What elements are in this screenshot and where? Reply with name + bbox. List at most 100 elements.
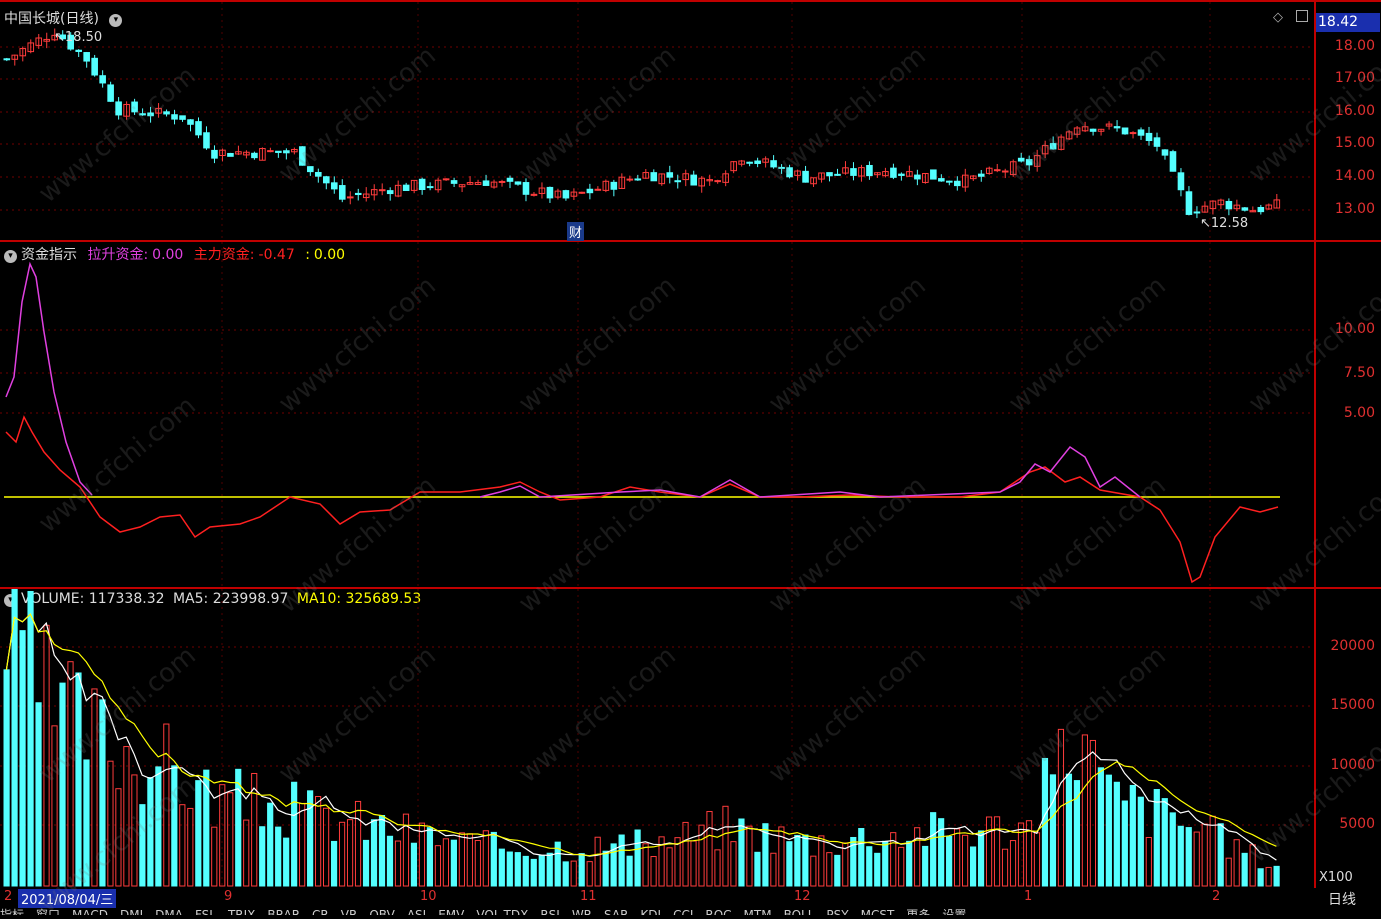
- candle-down: [67, 34, 74, 50]
- indicator-tab[interactable]: CCI: [673, 908, 694, 915]
- candle-down: [802, 170, 809, 183]
- volume-bar-down: [538, 854, 545, 887]
- fund-indicator-chart[interactable]: [0, 242, 1314, 587]
- volume-bar-up: [778, 826, 785, 887]
- candle-up: [410, 179, 418, 191]
- month-label: 10: [420, 889, 437, 904]
- candle-up: [1249, 210, 1257, 213]
- volume-chart[interactable]: [0, 589, 1314, 888]
- volume-bar-down: [195, 780, 202, 887]
- volume-unit: X100: [1319, 870, 1353, 885]
- diamond-icon[interactable]: ◇: [1273, 10, 1283, 25]
- candle-up: [1217, 199, 1225, 206]
- volume-bar-up: [1009, 840, 1017, 887]
- indicator-tab[interactable]: DMI: [120, 908, 144, 915]
- candle-up: [370, 189, 378, 196]
- finance-badge[interactable]: 财: [567, 222, 585, 241]
- volume-bar-down: [171, 765, 178, 887]
- volume-bar-up: [251, 772, 258, 887]
- volume-bar-down: [450, 839, 457, 887]
- volume-label[interactable]: VOLUME:: [21, 591, 85, 607]
- candle-down: [83, 52, 90, 62]
- month-label: 1: [1024, 889, 1033, 904]
- indicator-tab[interactable]: RSI: [540, 908, 560, 915]
- volume-bar-down: [362, 839, 370, 887]
- indicator-tab[interactable]: 更多: [906, 908, 931, 915]
- indicator-tab[interactable]: VOL-TDX: [476, 908, 529, 915]
- indicator-tab[interactable]: MTM: [743, 908, 772, 915]
- indicator-name[interactable]: 资金指示: [21, 247, 77, 263]
- time-label-first: 2: [4, 889, 13, 904]
- volume-bar-up: [674, 837, 681, 887]
- volume-bar-up: [1145, 836, 1152, 887]
- volume-bar-down: [11, 589, 18, 887]
- indicator-tab[interactable]: BRAR: [267, 908, 301, 915]
- indicator-tab[interactable]: ASI: [406, 908, 427, 915]
- volume-bar-down: [522, 855, 529, 887]
- period-selector[interactable]: 日线: [1328, 892, 1356, 908]
- candle-down: [1177, 172, 1185, 191]
- candle-up: [43, 38, 51, 42]
- indicator-tab[interactable]: 指标: [0, 908, 25, 915]
- indicator-tab[interactable]: 窗口: [36, 908, 61, 915]
- volume-bar-down: [83, 759, 90, 887]
- series1-line: [5, 261, 93, 496]
- indicator-tab[interactable]: KDJ: [640, 908, 662, 915]
- indicator-tab[interactable]: VR: [340, 908, 358, 915]
- cursor-date: 2021/08/04/三: [18, 889, 117, 908]
- volume-bar-down: [35, 702, 42, 887]
- candle-down: [402, 184, 410, 192]
- candle-up: [794, 170, 801, 176]
- indicator-tab[interactable]: CR: [312, 908, 329, 915]
- candle-up: [1033, 155, 1041, 167]
- indicator-tab[interactable]: BOLL: [783, 908, 815, 915]
- volume-bar-up: [67, 661, 74, 887]
- candle-up: [962, 174, 969, 188]
- candle-up: [882, 171, 889, 177]
- candle-down: [1241, 207, 1249, 211]
- candle-down: [938, 178, 945, 182]
- volume-bar-up: [658, 836, 665, 887]
- axis-tick: 15000: [1330, 697, 1375, 713]
- candle-down: [75, 49, 82, 52]
- candle-up: [235, 151, 242, 155]
- volume-bar-down: [75, 672, 82, 887]
- volume-bar-down: [738, 818, 745, 887]
- volume-bar-down: [370, 819, 378, 887]
- axis-tick: 18.00: [1334, 38, 1375, 54]
- volume-bar-up: [442, 838, 450, 887]
- candle-down: [1089, 128, 1097, 132]
- volume-bar-down: [1097, 767, 1104, 887]
- volume-bar-up: [690, 840, 697, 887]
- indicator-tab[interactable]: 设置: [942, 908, 967, 915]
- indicator-menu-icon[interactable]: ▾: [4, 250, 17, 263]
- volume-bar-down: [946, 835, 953, 887]
- indicator-tab[interactable]: DMA: [155, 908, 183, 915]
- main-chart-menu-icon[interactable]: ▾: [109, 14, 123, 27]
- indicator-tab[interactable]: PSY: [826, 908, 849, 915]
- indicator-tab[interactable]: ROC: [705, 908, 732, 915]
- indicator-tab[interactable]: FSL: [194, 908, 216, 915]
- candle-down: [482, 180, 490, 186]
- indicator-tab[interactable]: TRIX: [227, 908, 256, 915]
- indicator-tab[interactable]: MACD: [72, 908, 109, 915]
- candle-down: [610, 181, 618, 190]
- candle-down: [3, 58, 11, 61]
- indicator-tab[interactable]: WR: [571, 908, 593, 915]
- volume-bar-up: [594, 836, 601, 887]
- indicator-tab[interactable]: MCST: [860, 908, 895, 915]
- indicator-tab[interactable]: EMV: [438, 908, 465, 915]
- volume-bar-up: [993, 816, 1001, 887]
- series1-value: 0.00: [152, 247, 184, 263]
- candle-down: [754, 160, 761, 164]
- indicator-tab[interactable]: SAR: [604, 908, 629, 915]
- volume-bar-up: [642, 843, 649, 887]
- indicator-tab[interactable]: OBV: [369, 908, 395, 915]
- volume-axis: 20000 15000 10000 5000: [1316, 589, 1381, 888]
- maximize-icon[interactable]: [1296, 10, 1308, 22]
- volume-bar-up: [466, 833, 473, 887]
- candlestick-chart[interactable]: [0, 2, 1314, 240]
- volume-bar-down: [802, 834, 809, 887]
- candle-up: [11, 54, 19, 60]
- volume-bar-up: [962, 834, 969, 887]
